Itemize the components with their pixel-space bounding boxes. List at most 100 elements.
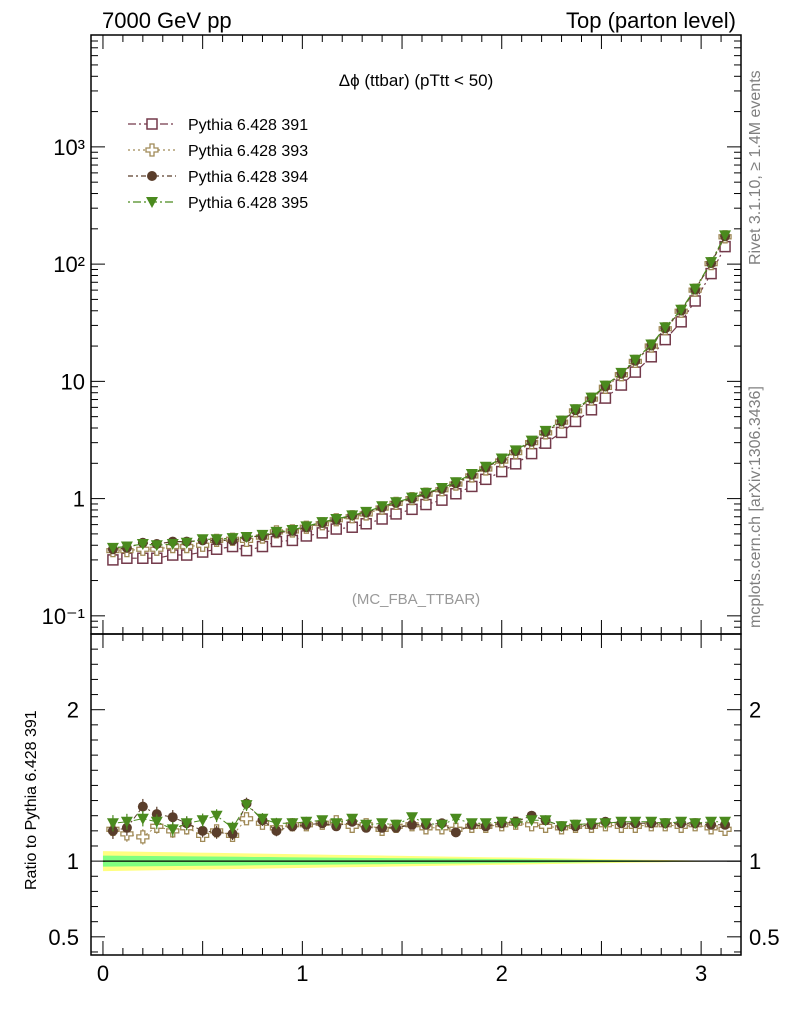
data-point <box>555 426 568 439</box>
ratio-point <box>689 818 702 830</box>
ratio-point <box>346 813 359 825</box>
ratio-y-tick-label: 0.5 <box>48 925 79 950</box>
ratio-ylabel: Ratio to Pythia 6.428 391 <box>23 710 40 890</box>
legend-marker <box>146 197 158 208</box>
legend-entry-391: Pythia 6.428 391 <box>128 117 308 134</box>
legend-label-395: Pythia 6.428 395 <box>188 195 308 212</box>
legend-entry-394: Pythia 6.428 394 <box>128 169 308 186</box>
data-point <box>210 534 223 546</box>
ratio-point <box>151 809 162 820</box>
data-point <box>569 415 582 428</box>
data-point <box>509 445 522 457</box>
ratio-point <box>330 818 343 830</box>
ratio-y-tick-label-right: 2 <box>749 698 761 723</box>
ratio-point <box>211 827 222 838</box>
data-point <box>226 533 239 545</box>
data-point <box>420 498 432 511</box>
ratio-point <box>166 824 179 836</box>
ratio-point <box>136 830 150 844</box>
data-point <box>705 257 718 269</box>
ratio-point <box>390 819 403 831</box>
data-point <box>689 295 701 307</box>
data-point <box>509 458 522 470</box>
x-tick-label: 3 <box>695 961 707 986</box>
data-point <box>675 304 688 316</box>
x-tick-label: 0 <box>97 961 109 986</box>
ratio-point <box>525 815 538 827</box>
ratio-point <box>180 818 193 830</box>
ratio-point <box>167 812 178 823</box>
ratio-point <box>136 813 149 825</box>
data-point <box>435 483 448 495</box>
data-point <box>659 333 671 346</box>
ratio-point <box>449 813 462 825</box>
data-point <box>525 435 538 447</box>
data-point <box>286 524 299 536</box>
rivet-label: Rivet 3.1.10, ≥ 1.4M events <box>747 70 764 265</box>
ratio-y-tick-label-right: 0.5 <box>749 925 780 950</box>
data-point <box>330 513 343 525</box>
data-point <box>525 447 538 460</box>
ratio-point <box>615 816 628 828</box>
data-point <box>316 517 329 529</box>
data-point <box>539 437 552 449</box>
data-point <box>390 508 402 520</box>
data-point <box>376 513 388 525</box>
legend: Pythia 6.428 391 Pythia 6.428 393 Pythia… <box>128 117 308 212</box>
ratio-point <box>705 816 718 828</box>
legend-label-391: Pythia 6.428 391 <box>188 117 308 134</box>
data-point <box>120 541 133 553</box>
series-line-0 <box>112 246 726 561</box>
ratio-point <box>407 819 418 830</box>
ratio-point <box>256 813 269 825</box>
y-tick-label: 10 <box>61 369 85 394</box>
y-tick-label: 10⁻¹ <box>42 604 85 629</box>
data-point <box>240 532 253 544</box>
data-point <box>300 521 313 533</box>
ratio-point <box>599 818 612 830</box>
ratio-point <box>495 816 508 828</box>
plot-title: Δϕ (ttbar) (pTtt < 50) <box>339 71 494 90</box>
data-point <box>240 544 253 557</box>
series-line-3 <box>112 235 726 549</box>
legend-label-393: Pythia 6.428 393 <box>188 143 308 160</box>
ratio-point <box>270 818 283 830</box>
ratio-point <box>479 818 492 830</box>
ratio-point <box>150 816 163 828</box>
ratio-point <box>435 819 448 831</box>
ratio-point <box>300 816 313 828</box>
ratio-point <box>406 812 419 824</box>
data-point <box>406 492 419 504</box>
ratio-point <box>196 815 209 827</box>
data-point <box>256 529 269 541</box>
data-point <box>390 497 403 509</box>
ratio-y-tick-label: 1 <box>67 849 79 874</box>
series-line-1 <box>112 236 726 552</box>
mcplots-label: mcplots.cern.ch [arXiv:1306.3436] <box>747 386 764 628</box>
data-point <box>599 380 612 392</box>
data-point <box>436 494 448 506</box>
ratio-point <box>629 816 642 828</box>
data-point <box>449 477 462 489</box>
legend-marker <box>147 171 157 181</box>
data-point <box>495 453 508 465</box>
legend-label-394: Pythia 6.428 394 <box>188 169 308 186</box>
ratio-point <box>719 816 732 828</box>
ratio-point <box>659 818 672 830</box>
ratio-point <box>376 818 389 830</box>
y-tick-label: 10³ <box>53 135 85 160</box>
ratio-point <box>240 800 253 812</box>
ratio-y-tick-label-right: 1 <box>749 849 761 874</box>
ratio-point <box>450 827 461 838</box>
ratio-point <box>555 821 568 833</box>
analysis-annotation: (MC_FBA_TTBAR) <box>352 591 480 608</box>
ratio-point <box>360 819 373 831</box>
data-point <box>479 461 492 473</box>
data-point <box>675 316 687 328</box>
legend-marker <box>146 118 158 130</box>
y-tick-label: 1 <box>73 487 85 512</box>
data-point <box>466 480 478 493</box>
x-tick-label: 1 <box>296 961 308 986</box>
series-line-2 <box>112 235 726 550</box>
